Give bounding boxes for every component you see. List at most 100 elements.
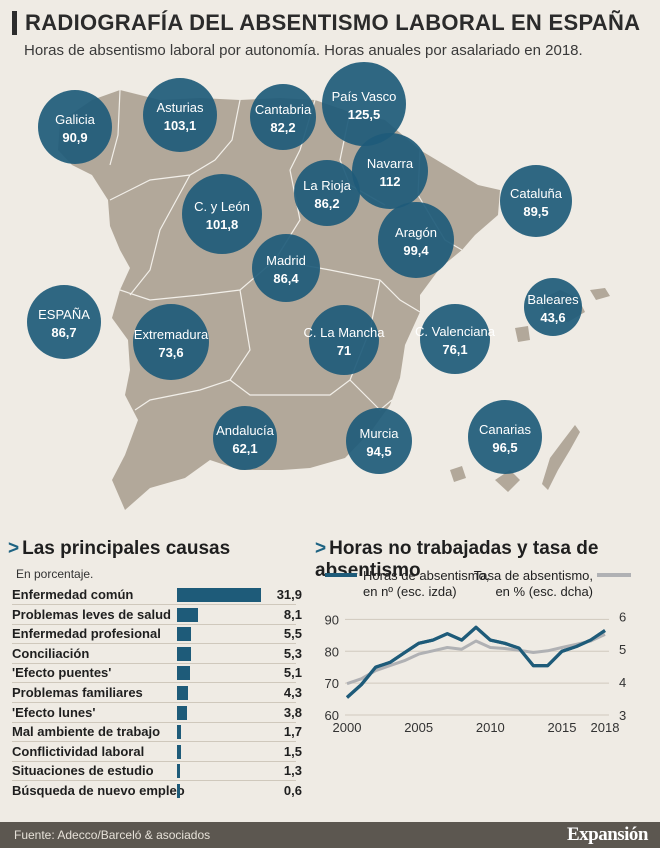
cause-bar xyxy=(177,705,187,720)
bubble-region-name: Baleares xyxy=(527,292,579,307)
bubble-circle xyxy=(27,285,101,359)
cause-label: Problemas leves de salud xyxy=(12,606,171,622)
bubble-murcia: Murcia 94,5 xyxy=(346,408,412,474)
bubble-circle xyxy=(524,278,582,336)
legend-rate-line1: Tasa de absentismo, xyxy=(474,568,593,583)
cause-value: 8,1 xyxy=(283,606,302,622)
chevron-right-icon: > xyxy=(8,538,20,559)
bubble-region-value: 125,5 xyxy=(348,107,381,122)
bubble-region-value: 82,2 xyxy=(270,120,295,135)
bubble-region-value: 90,9 xyxy=(62,130,87,145)
canarias-shape-1 xyxy=(542,425,580,490)
bubble-c-valenciana: C. Valenciana 76,1 xyxy=(415,304,496,374)
cause-value: 1,7 xyxy=(283,724,302,740)
canarias-shape-3 xyxy=(450,466,466,482)
bubble-circle xyxy=(182,174,262,254)
bubble-region-name: Galicia xyxy=(55,112,96,127)
bubble-andalucia: Andalucía 62,1 xyxy=(213,406,277,470)
title-accent-bar xyxy=(12,11,17,35)
y-right-tick: 5 xyxy=(619,642,626,657)
row-divider xyxy=(12,682,296,684)
bubble-region-name: Aragón xyxy=(395,225,437,240)
cause-row: Problemas familiares 4,3 xyxy=(12,683,302,703)
region-bubbles: Galicia 90,9 Asturias 103,1 Cantabria 82,2 Paí… xyxy=(27,62,582,474)
cause-row: Conflictividad laboral 1,5 xyxy=(12,742,302,762)
bubble-region-name: Andalucía xyxy=(216,423,275,438)
cause-label: 'Efecto lunes' xyxy=(12,704,96,720)
causes-title-text: Las principales causas xyxy=(22,538,231,559)
row-divider xyxy=(12,604,296,605)
bubble-circle xyxy=(420,304,490,374)
row-divider xyxy=(12,643,296,645)
bubble-circle xyxy=(133,304,209,380)
bubble-espana: ESPAÑA 86,7 xyxy=(27,285,101,359)
cause-label: Enfermedad profesional xyxy=(12,626,161,642)
brand-logo: Expansión xyxy=(566,824,649,845)
x-tick: 2010 xyxy=(476,720,505,735)
y-left-tick: 90 xyxy=(325,612,339,627)
legend-rate-line2: en % (esc. dcha) xyxy=(495,584,593,599)
bubble-region-value: 112 xyxy=(380,174,401,189)
cause-label: Conciliación xyxy=(12,645,90,661)
bubble-region-value: 71 xyxy=(337,343,351,358)
cause-row: 'Efecto lunes' 3,8 xyxy=(12,703,302,723)
cause-row: Enfermedad común 31,9 xyxy=(12,585,302,605)
cause-row: Enfermedad profesional 5,5 xyxy=(12,624,302,644)
y-right-tick: 3 xyxy=(619,708,626,723)
bubble-region-value: 96,5 xyxy=(492,440,517,455)
bubble-circle xyxy=(346,408,412,474)
bubble-region-value: 86,7 xyxy=(51,325,76,340)
cause-label: Situaciones de estudio xyxy=(12,763,154,779)
cause-label: Mal ambiente de trabajo xyxy=(12,724,161,740)
bubble-cataluna: Cataluña 89,5 xyxy=(500,165,572,237)
x-tick: 2018 xyxy=(591,720,620,735)
cause-label: 'Efecto puentes' xyxy=(12,665,112,681)
y-left-tick: 80 xyxy=(325,644,339,659)
bubble-region-value: 99,4 xyxy=(403,243,429,258)
bubble-region-name: País Vasco xyxy=(332,89,397,104)
cause-value: 1,3 xyxy=(283,763,302,779)
row-divider xyxy=(12,702,296,703)
cause-row: 'Efecto puentes' 5,1 xyxy=(12,663,302,683)
bubble-canarias: Canarias 96,5 xyxy=(468,400,542,474)
bubble-la-rioja: La Rioja 86,2 xyxy=(294,160,360,226)
x-tick: 2000 xyxy=(333,720,362,735)
bubble-region-value: 62,1 xyxy=(232,441,257,456)
bubble-region-name: Extremadura xyxy=(134,327,209,342)
cause-value: 3,8 xyxy=(283,704,302,720)
bubble-circle xyxy=(294,160,360,226)
y-left-tick: 60 xyxy=(325,708,339,723)
row-divider xyxy=(12,780,296,782)
cause-row: Problemas leves de salud 8,1 xyxy=(12,605,302,625)
source-note: Fuente: Adecco/Barceló & asociados xyxy=(14,828,211,842)
bubble-region-name: Cataluña xyxy=(510,186,563,201)
cause-row: Búsqueda de nuevo empleo 0,6 xyxy=(12,781,302,801)
bubble-region-value: 73,6 xyxy=(158,345,183,360)
cause-bar xyxy=(177,588,261,602)
causes-subtitle: En porcentaje. xyxy=(16,567,94,581)
cause-bar xyxy=(177,725,182,740)
row-divider xyxy=(12,623,296,625)
bubble-c-y-leon: C. y León 101,8 xyxy=(182,174,262,254)
causes-title: > Las principales causas xyxy=(8,538,230,560)
cause-bar xyxy=(177,686,189,700)
series-line-tasa-de-absentismo xyxy=(346,633,606,686)
cause-bar xyxy=(177,764,181,779)
x-tick: 2005 xyxy=(404,720,433,735)
cause-value: 5,5 xyxy=(283,626,302,642)
bubble-region-name: C. La Mancha xyxy=(304,325,386,340)
y-left-tick: 70 xyxy=(325,676,339,691)
row-divider xyxy=(12,741,296,743)
x-tick: 2015 xyxy=(548,720,577,735)
cause-row: Conciliación 5,3 xyxy=(12,644,302,664)
bubble-region-name: C. y León xyxy=(194,199,250,214)
cause-bar xyxy=(177,744,181,759)
bubble-region-name: Murcia xyxy=(359,426,399,441)
bubble-region-value: 76,1 xyxy=(442,342,467,357)
bubble-c-la-mancha: C. La Mancha 71 xyxy=(304,305,386,375)
bubble-navarra: Navarra 112 xyxy=(352,133,428,209)
legend-hours-line1: Horas de absentismo, xyxy=(363,568,489,583)
cause-value: 4,3 xyxy=(283,685,302,700)
bubble-extremadura: Extremadura 73,6 xyxy=(133,304,209,380)
bubble-region-name: Cantabria xyxy=(255,102,312,117)
